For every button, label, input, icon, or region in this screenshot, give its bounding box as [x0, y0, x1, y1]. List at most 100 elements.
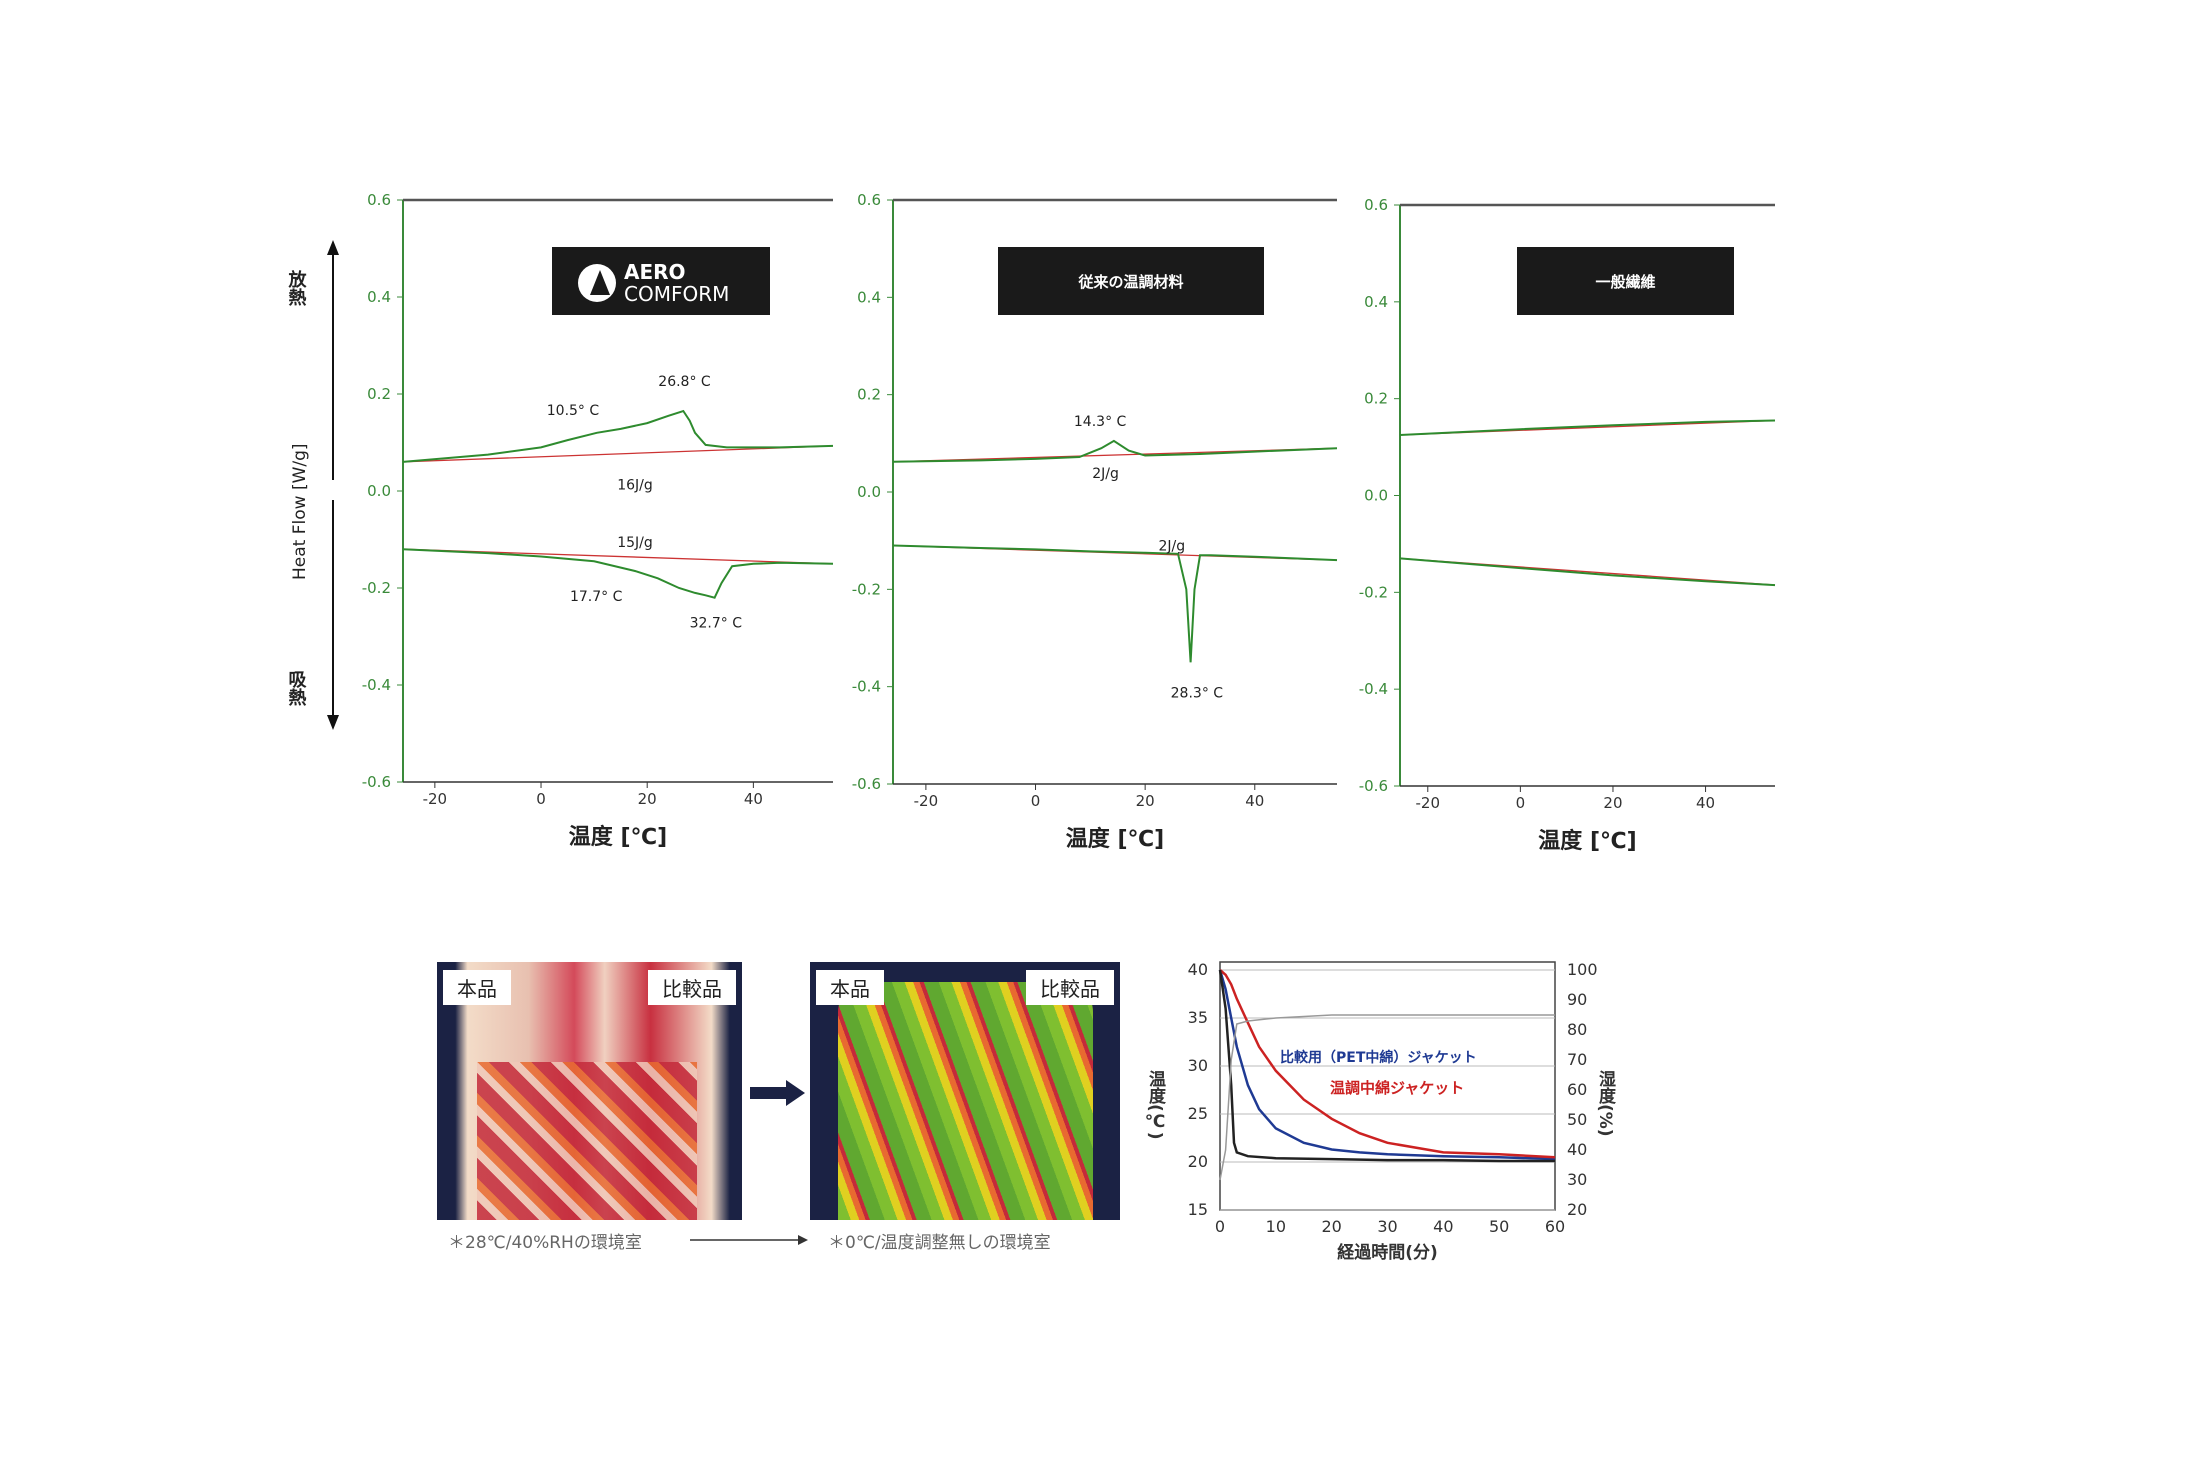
x-tick-label: 0 — [536, 790, 546, 808]
x-tick-label: -20 — [914, 792, 939, 810]
y-tick-label: -0.4 — [852, 678, 881, 696]
sample-tag-box — [998, 247, 1264, 315]
y-tick-label: 20 — [1188, 1152, 1208, 1171]
y2-tick-label: 80 — [1567, 1020, 1587, 1039]
release-label: 放熱 — [286, 269, 308, 306]
y-tick-label: 25 — [1188, 1104, 1208, 1123]
y2-tick-label: 70 — [1567, 1050, 1587, 1069]
series-label-thermo: 温調中綿ジャケット — [1330, 1079, 1464, 1097]
x-tick-label: 20 — [1321, 1217, 1341, 1236]
y-tick-label: -0.2 — [362, 579, 391, 597]
x-tick-label: 10 — [1266, 1217, 1286, 1236]
caption-arrow — [690, 1232, 810, 1246]
x-axis-title: 経過時間(分) — [1337, 1242, 1438, 1263]
dsc-panel-general-fiber: 0.6 0.4 0.2 0.0 -0.2 -0.4 -0.6 -20 0 20 40 温度 [℃] 一般… — [1359, 196, 1776, 854]
x-tick-label: 20 — [1136, 792, 1155, 810]
y2-tick-label: 40 — [1567, 1140, 1587, 1159]
sample-tag-box — [1517, 247, 1734, 315]
series-line-0 — [1218, 969, 1556, 1161]
series-label-pet: 比較用（PET中綿）ジャケット — [1280, 1049, 1477, 1066]
y-tick-label: 0.2 — [367, 385, 391, 403]
dsc-curve-heating — [1399, 419, 1776, 436]
aerocomform-logo — [578, 264, 616, 302]
sample-tag-label: 一般繊維 — [1595, 273, 1655, 291]
y-tick-label: 0.6 — [367, 191, 391, 209]
series-line-3 — [1219, 1014, 1555, 1181]
y2-axis-title: 湿度(%) — [1595, 1070, 1616, 1137]
y2-tick-label: 100 — [1567, 960, 1598, 979]
absorb-arrowhead — [327, 715, 339, 730]
peak-annotation: 14.3° C — [1074, 414, 1127, 430]
peak-annotation: 17.7° C — [570, 589, 623, 605]
dsc-panel-aerocomform: 0.6 0.4 0.2 0.0 -0.2 -0.4 -0.6 -20 0 20 40 温度 [℃] AE… — [362, 191, 834, 850]
y-tick-label: 0.4 — [367, 288, 391, 306]
release-arrowhead — [327, 240, 339, 255]
x-tick-label: 40 — [744, 790, 763, 808]
sample-tag-label: AERO — [624, 260, 686, 284]
y2-tick-label: 90 — [1567, 990, 1587, 1009]
y-tick-label: 0.2 — [857, 386, 881, 404]
peak-annotation: 32.7° C — [690, 616, 743, 632]
thermo-image-left: 本品 比較品 — [437, 962, 742, 1220]
x-tick-label: 40 — [1696, 794, 1715, 812]
sample-tag-label: 従来の温調材料 — [1077, 273, 1183, 291]
y-tick-label: 0.0 — [857, 483, 881, 501]
peak-annotation: 15J/g — [617, 535, 653, 551]
sample-tag-label: COMFORM — [624, 282, 729, 306]
y-tick-label: 0.6 — [857, 191, 881, 209]
dsc-curve-cooling — [1399, 557, 1776, 587]
x-axis-title: 温度 [℃] — [1066, 826, 1164, 852]
peak-annotation: 10.5° C — [547, 403, 600, 419]
cooling-time-chart: 40 35 30 25 20 15 100 90 80 70 60 50 40 30 20 0 10 20 30 40… — [1145, 960, 1616, 1263]
dsc-curve-heating — [892, 439, 1338, 463]
x-axis-title: 温度 [℃] — [1538, 828, 1636, 854]
x-tick-label: 40 — [1245, 792, 1264, 810]
peak-annotation: 2J/g — [1159, 538, 1186, 554]
y2-tick-label: 30 — [1567, 1170, 1587, 1189]
x-tick-label: 0 — [1031, 792, 1041, 810]
y-axis-title: 温度(℃) — [1145, 1070, 1166, 1140]
y-tick-label: 40 — [1188, 960, 1208, 979]
y2-tick-label: 50 — [1567, 1110, 1587, 1129]
thermo-left-caption: ＊28℃/40%RHの環境室 — [448, 1233, 642, 1253]
x-tick-label: 20 — [1603, 794, 1622, 812]
x-tick-label: -20 — [423, 790, 448, 808]
y-tick-label: 0.4 — [1364, 293, 1388, 311]
y-tick-label: 0.0 — [1364, 487, 1388, 505]
y-tick-label: 35 — [1188, 1008, 1208, 1027]
thermo-left-label-b: 比較品 — [648, 970, 736, 1005]
peak-annotation: 28.3° C — [1171, 685, 1224, 701]
x-tick-label: -20 — [1416, 794, 1441, 812]
peak-annotation: 16J/g — [617, 477, 653, 493]
dsc-curve-cooling — [402, 548, 834, 599]
dsc-curve-heating — [402, 409, 834, 463]
peak-annotation: 2J/g — [1092, 466, 1119, 482]
series-line-1 — [1219, 969, 1556, 1159]
y-tick-label: 0.0 — [367, 482, 391, 500]
y-tick-label: -0.2 — [852, 580, 881, 598]
y-tick-label: -0.4 — [362, 676, 391, 694]
thermo-left-label-a: 本品 — [443, 970, 511, 1005]
arrow-right-icon — [750, 1080, 805, 1106]
y-tick-label: -0.6 — [362, 773, 391, 791]
y-tick-label: -0.4 — [1359, 680, 1388, 698]
absorb-label: 吸熱 — [286, 670, 307, 706]
y2-tick-label: 20 — [1567, 1200, 1587, 1219]
x-tick-label: 30 — [1377, 1217, 1397, 1236]
x-tick-label: 20 — [638, 790, 657, 808]
y-tick-label: 0.6 — [1364, 196, 1388, 214]
y-tick-label: 0.4 — [857, 288, 881, 306]
y-tick-label: -0.2 — [1359, 583, 1388, 601]
y-tick-label: 0.2 — [1364, 390, 1388, 408]
y-tick-label: 30 — [1188, 1056, 1208, 1075]
dsc-panel-conventional: 0.6 0.4 0.2 0.0 -0.2 -0.4 -0.6 -20 0 20 40 温度 [℃] 従来… — [852, 191, 1338, 852]
x-tick-label: 0 — [1516, 794, 1526, 812]
y-tick-label: -0.6 — [852, 775, 881, 793]
y-tick-label: -0.6 — [1359, 777, 1388, 795]
peak-annotation: 26.8° C — [658, 374, 711, 390]
thermo-right-label-b: 比較品 — [1026, 970, 1114, 1005]
x-tick-label: 60 — [1545, 1217, 1565, 1236]
thermo-right-label-a: 本品 — [816, 970, 884, 1005]
dsc-curve-cooling — [892, 544, 1338, 663]
dsc-charts: 放熱 吸熱 Heat Flow [W/g] 0.6 0.4 0.2 0.0 -0.2 -0… — [286, 191, 1776, 854]
